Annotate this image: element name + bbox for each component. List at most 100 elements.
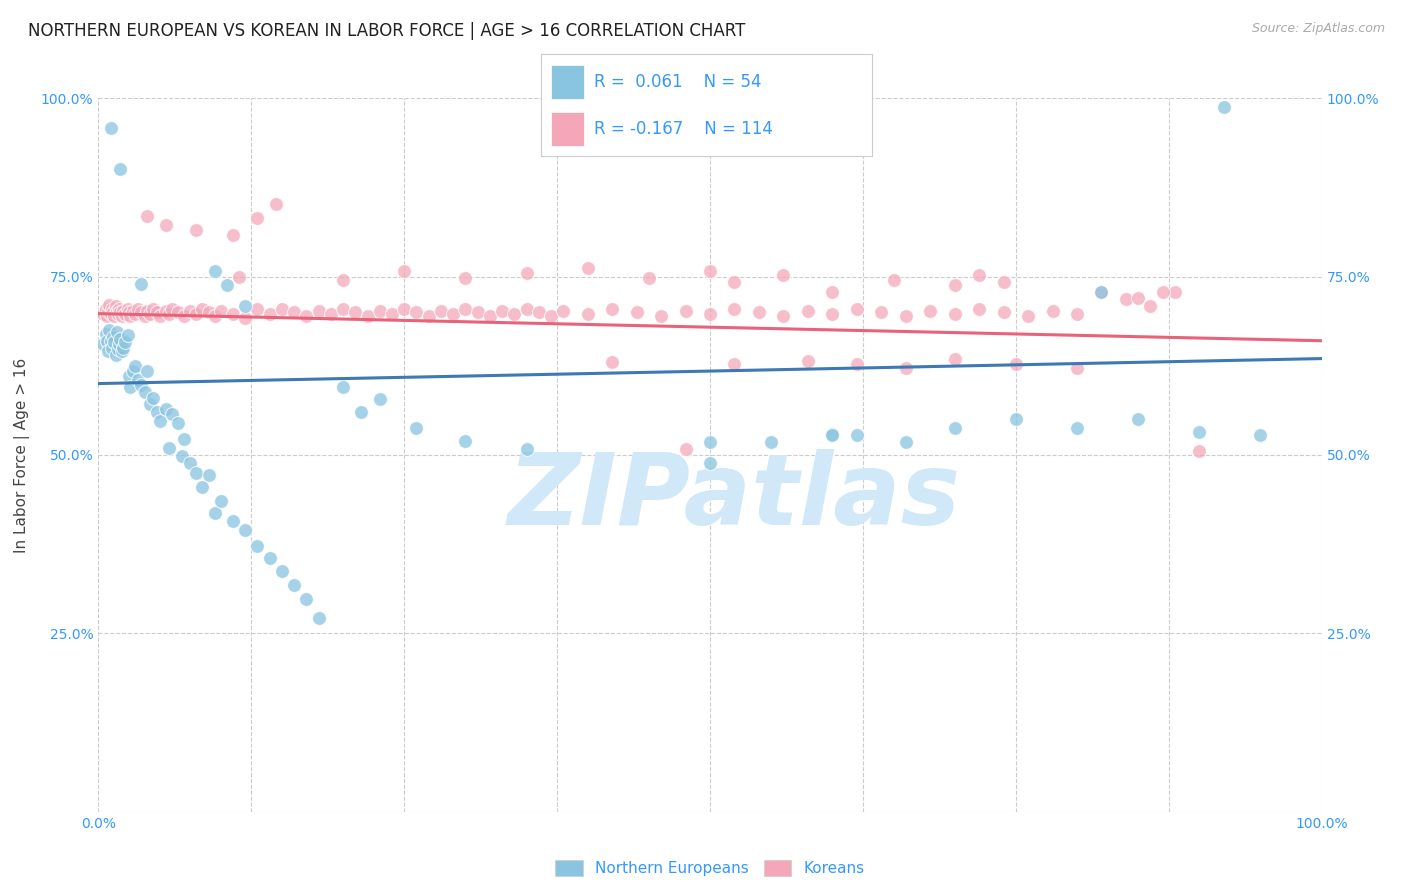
Point [943,421,966,435]
Point [233,310,256,325]
Point [1066,360,1088,375]
Point [264,196,287,211]
Point [111,344,134,359]
Point [149,309,172,323]
Point [350,405,373,419]
Point [392,301,416,316]
Point [124,307,146,321]
Point [870,305,893,319]
Point [104,300,127,314]
Point [1188,444,1211,458]
Point [173,432,195,446]
Point [1066,421,1088,435]
Point [270,564,294,578]
Point [110,305,132,319]
Point [157,441,180,455]
Point [821,426,844,441]
Point [197,467,219,482]
Point [117,301,139,316]
Point [600,301,623,316]
Point [1004,412,1026,426]
Point [319,307,342,321]
Point [405,421,427,435]
Point [723,301,745,316]
Point [993,305,1015,319]
Point [259,551,281,566]
Point [104,348,127,362]
Point [699,264,721,278]
Point [246,539,269,553]
Point [1115,293,1137,307]
Point [845,428,868,442]
Point [920,303,942,318]
Text: R =  0.061    N = 54: R = 0.061 N = 54 [595,73,762,91]
Point [134,385,156,400]
Point [308,303,330,318]
Point [503,307,526,321]
Point [454,271,477,285]
Point [222,307,245,321]
Point [222,514,245,528]
Point [332,380,354,394]
Point [797,353,820,368]
Point [821,428,844,442]
Point [179,303,201,318]
Point [772,268,794,282]
Point [204,264,226,278]
Point [160,407,183,421]
Point [209,494,232,508]
Text: R = -0.167    N = 114: R = -0.167 N = 114 [595,120,773,138]
Point [170,450,193,464]
Point [246,211,269,225]
Point [157,307,180,321]
Point [215,278,238,293]
Point [101,301,124,316]
Point [1042,303,1064,318]
Point [100,334,122,348]
Point [894,360,917,375]
Point [638,271,661,285]
Point [186,466,208,480]
Point [134,309,156,323]
Point [105,303,128,318]
Point [699,457,721,471]
Point [124,359,146,373]
Point [222,228,245,243]
Point [308,610,330,624]
Point [259,307,281,321]
Point [103,309,125,323]
Point [748,305,770,319]
Point [110,162,132,177]
Point [368,392,391,407]
Point [120,309,142,323]
Point [283,305,305,319]
Point [127,373,149,387]
Bar [551,112,585,145]
Legend: Northern Europeans, Koreans: Northern Europeans, Koreans [550,855,870,882]
Point [197,305,219,319]
Point [120,380,142,394]
Point [111,341,134,355]
Point [191,480,214,494]
Point [553,303,575,318]
Point [332,273,354,287]
Point [1004,357,1026,371]
Point [967,301,990,316]
Bar [551,65,585,99]
Point [97,344,120,359]
Point [96,334,118,348]
Point [626,305,648,319]
Point [405,305,427,319]
Point [186,223,208,237]
Point [699,307,721,321]
Point [797,303,820,318]
Point [1090,285,1112,300]
Point [167,305,190,319]
Point [204,309,226,323]
Point [1249,428,1271,442]
Point [894,435,917,450]
Text: NORTHERN EUROPEAN VS KOREAN IN LABOR FORCE | AGE > 16 CORRELATION CHART: NORTHERN EUROPEAN VS KOREAN IN LABOR FOR… [28,22,745,40]
Point [233,300,256,314]
Point [392,264,416,278]
Point [91,337,114,351]
